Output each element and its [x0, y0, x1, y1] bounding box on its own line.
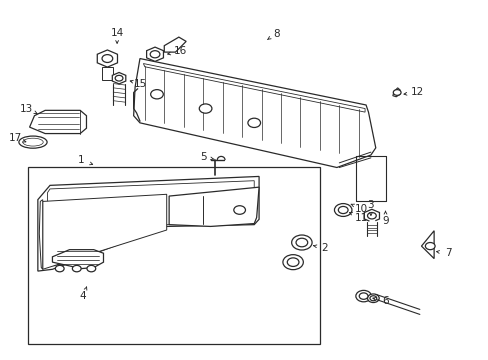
Circle shape: [102, 55, 113, 63]
Polygon shape: [97, 50, 117, 67]
Circle shape: [150, 51, 160, 58]
Text: 7: 7: [445, 248, 451, 258]
Circle shape: [287, 258, 298, 266]
Circle shape: [338, 206, 347, 213]
Polygon shape: [143, 64, 365, 112]
Polygon shape: [164, 37, 186, 52]
Text: 2: 2: [321, 243, 327, 253]
Circle shape: [291, 235, 311, 250]
Circle shape: [55, 265, 64, 272]
Circle shape: [392, 90, 400, 95]
Polygon shape: [42, 194, 166, 269]
Circle shape: [283, 255, 303, 270]
Polygon shape: [421, 231, 433, 258]
Circle shape: [295, 238, 307, 247]
Circle shape: [367, 212, 375, 219]
Text: 12: 12: [409, 87, 423, 98]
Polygon shape: [102, 67, 113, 80]
Text: 11: 11: [354, 212, 367, 222]
Text: 4: 4: [80, 291, 86, 301]
Bar: [28, 167, 319, 344]
Text: 5: 5: [200, 152, 206, 162]
Text: 10: 10: [354, 203, 367, 213]
Text: 14: 14: [110, 28, 123, 38]
Circle shape: [425, 243, 434, 249]
Polygon shape: [133, 59, 375, 167]
Polygon shape: [47, 181, 254, 266]
Text: 17: 17: [8, 133, 21, 143]
Text: 6: 6: [382, 296, 388, 306]
Text: 9: 9: [382, 216, 388, 226]
Polygon shape: [364, 209, 379, 222]
Polygon shape: [30, 111, 86, 134]
Polygon shape: [38, 176, 259, 271]
Circle shape: [150, 90, 163, 99]
Circle shape: [367, 294, 378, 302]
Circle shape: [247, 118, 260, 127]
Polygon shape: [39, 200, 42, 269]
Polygon shape: [146, 47, 163, 62]
Circle shape: [233, 206, 245, 214]
Circle shape: [359, 293, 367, 299]
Ellipse shape: [23, 138, 43, 146]
Polygon shape: [169, 187, 259, 226]
Circle shape: [87, 265, 96, 272]
Text: 16: 16: [173, 46, 186, 57]
Text: 15: 15: [133, 78, 146, 89]
Circle shape: [369, 296, 376, 301]
Circle shape: [334, 203, 351, 216]
Polygon shape: [112, 72, 125, 84]
Text: 8: 8: [272, 28, 279, 39]
Polygon shape: [392, 88, 399, 97]
Text: 1: 1: [78, 156, 85, 165]
Ellipse shape: [19, 136, 47, 148]
Text: 3: 3: [367, 200, 373, 210]
Circle shape: [115, 75, 122, 81]
Circle shape: [72, 265, 81, 272]
Polygon shape: [52, 249, 103, 269]
Circle shape: [355, 291, 371, 302]
Circle shape: [199, 104, 211, 113]
Text: 13: 13: [20, 104, 33, 113]
